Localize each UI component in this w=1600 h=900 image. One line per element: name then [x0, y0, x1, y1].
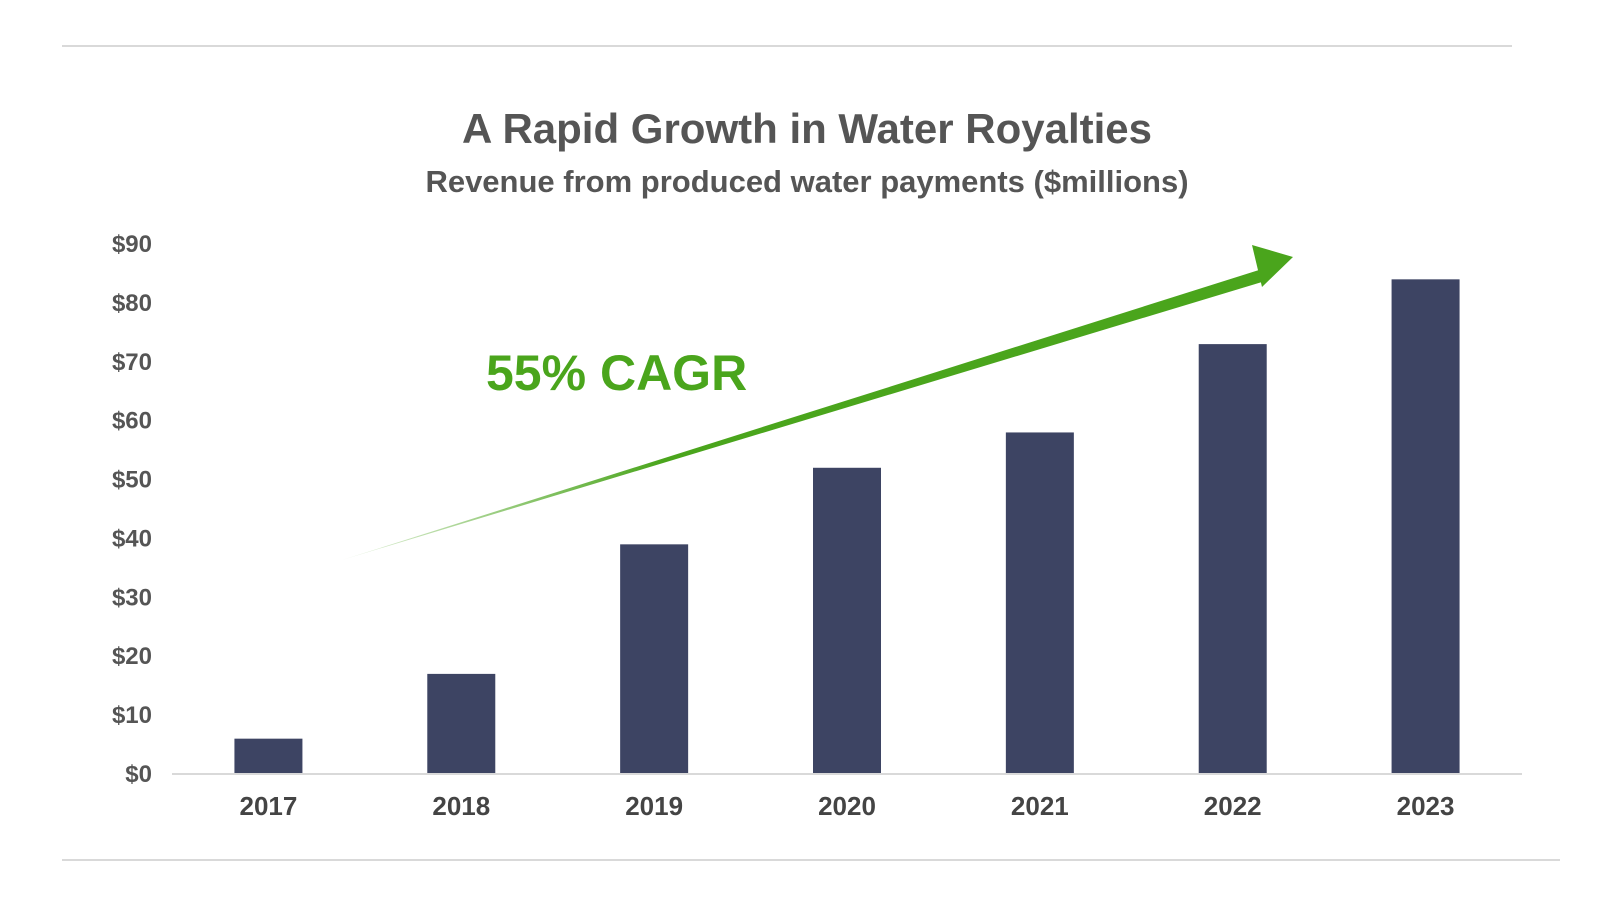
bar-2021	[1005, 432, 1074, 774]
x-tick-label: 2019	[625, 791, 683, 821]
y-axis-ticks: $0 $10 $20 $30 $40 $50 $60 $70 $80 $90	[112, 231, 152, 788]
x-tick-label: 2023	[1397, 791, 1455, 821]
chart-title: A Rapid Growth in Water Royalties	[462, 105, 1152, 152]
bar-2023	[1391, 279, 1460, 774]
cagr-annotation: 55% CAGR	[486, 345, 747, 401]
y-tick-label: $40	[112, 525, 152, 552]
x-tick-label: 2020	[818, 791, 876, 821]
x-tick-label: 2017	[240, 791, 298, 821]
bar-2022	[1198, 344, 1267, 774]
chart-subtitle: Revenue from produced water payments ($m…	[425, 164, 1188, 199]
cagr-arrow-head	[1252, 245, 1293, 287]
y-tick-label: $70	[112, 349, 152, 376]
bars	[234, 279, 1460, 774]
y-tick-label: $80	[112, 290, 152, 317]
cagr-arrow-shaft	[342, 270, 1262, 560]
bar-2017	[234, 738, 303, 774]
x-tick-label: 2018	[432, 791, 490, 821]
x-axis-ticks: 2017 2018 2019 2020 2021 2022 2023	[240, 791, 1455, 821]
y-tick-label: $50	[112, 467, 152, 494]
bar-2019	[620, 544, 689, 774]
y-tick-label: $20	[112, 643, 152, 670]
cagr-arrow	[342, 245, 1293, 560]
y-tick-label: $90	[112, 231, 152, 258]
y-tick-label: $60	[112, 408, 152, 435]
bar-2018	[427, 673, 496, 774]
y-tick-label: $10	[112, 702, 152, 729]
x-tick-label: 2022	[1204, 791, 1262, 821]
y-tick-label: $0	[125, 761, 152, 788]
y-tick-label: $30	[112, 584, 152, 611]
x-tick-label: 2021	[1011, 791, 1069, 821]
bar-2020	[813, 467, 881, 774]
